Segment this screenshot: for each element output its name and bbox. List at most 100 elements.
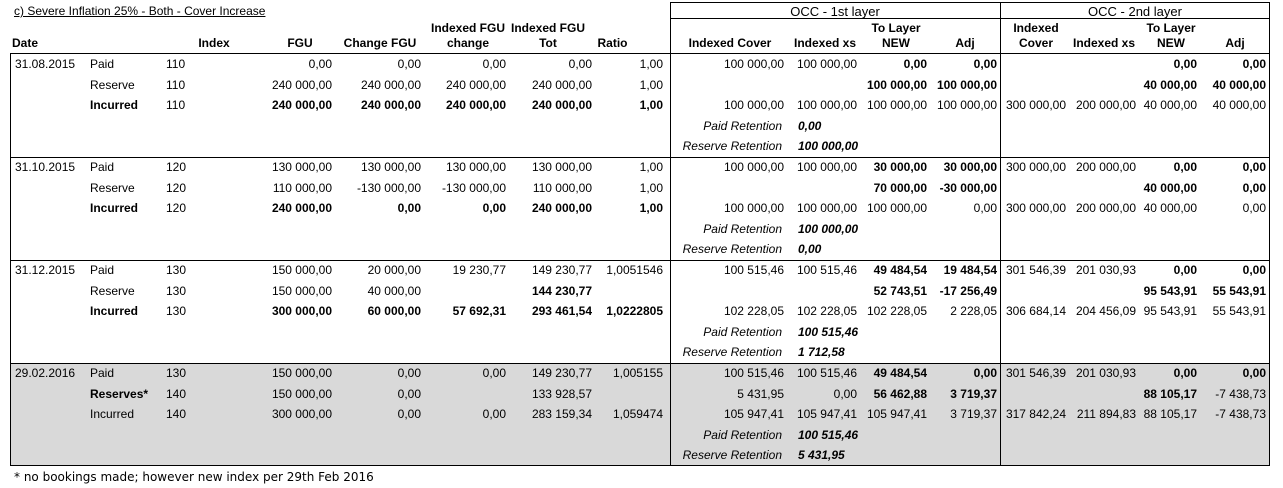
- border-line: [10, 260, 1270, 261]
- index-value: 130: [166, 263, 187, 277]
- cell-value: 149 230,77: [531, 366, 592, 380]
- cell-value: 100 000,00: [866, 201, 927, 216]
- cell-value: 105 947,41: [866, 407, 927, 422]
- cell-value: 200 000,00: [1075, 160, 1136, 174]
- cell-value: 3 719,37: [950, 386, 997, 401]
- retention-label: Reserve Retention: [682, 139, 782, 154]
- cell-value: 0,00: [1242, 263, 1266, 277]
- cell-value: 100 000,00: [796, 57, 857, 71]
- cell-value: 1,00: [639, 77, 663, 92]
- cell-value: 95 543,91: [1143, 283, 1197, 298]
- column-header: Indexed FGU change: [430, 21, 505, 50]
- cell-value: 40 000,00: [367, 283, 421, 298]
- border-line: [10, 465, 1270, 466]
- cell-value: 20 000,00: [367, 263, 421, 277]
- cell-value: 100 000,00: [866, 77, 927, 92]
- cell-value: 240 000,00: [445, 98, 506, 113]
- cell-value: 102 228,05: [866, 304, 927, 319]
- column-header: Indexed xs: [1072, 36, 1136, 50]
- cell-value: 306 684,14: [1005, 304, 1066, 319]
- cell-value: 0,00: [973, 57, 997, 71]
- date: 31.08.2015: [15, 57, 76, 71]
- cell-value: 0,00: [1173, 57, 1197, 71]
- date: 29.02.2016: [15, 366, 76, 380]
- cell-value: 300 000,00: [271, 304, 332, 319]
- column-header: Adj: [955, 36, 975, 50]
- column-header: Indexed FGU Tot: [510, 21, 585, 50]
- cell-value: 0,00: [903, 57, 927, 71]
- row-type: Reserve: [90, 283, 135, 298]
- cell-value: 293 461,54: [531, 304, 592, 319]
- column-header: Adj: [1225, 36, 1245, 50]
- column-header: Indexed xs: [793, 36, 857, 50]
- index-value: 120: [166, 160, 187, 174]
- cell-value: 100 000,00: [796, 98, 857, 113]
- cell-value: 52 743,51: [873, 283, 927, 298]
- row-type: Incurred: [90, 201, 139, 216]
- retention-value: 100 515,46: [798, 324, 859, 339]
- cell-value: 88 105,17: [1143, 407, 1197, 422]
- cell-value: 283 159,34: [531, 407, 592, 422]
- cell-value: 100 000,00: [723, 98, 784, 113]
- cell-value: 300 000,00: [1005, 201, 1066, 216]
- cell-value: 88 105,17: [1143, 386, 1197, 401]
- cell-value: 40 000,00: [1143, 201, 1197, 216]
- cell-value: 150 000,00: [271, 283, 332, 298]
- cell-value: 55 543,91: [1212, 283, 1266, 298]
- cell-value: 1,0051546: [606, 263, 663, 277]
- index-value: 110: [166, 98, 186, 113]
- cell-value: 0,00: [1173, 160, 1197, 174]
- cell-value: 144 230,77: [531, 283, 592, 298]
- index-value: 140: [166, 386, 187, 401]
- cell-value: 100 000,00: [723, 57, 784, 71]
- column-header: Date: [12, 36, 39, 50]
- date: 31.12.2015: [15, 263, 76, 277]
- row-type: Paid: [90, 160, 115, 174]
- cell-value: 211 894,83: [1076, 407, 1136, 422]
- border-line: [670, 2, 1270, 3]
- cell-value: 0,00: [973, 366, 997, 380]
- cell-value: 0,00: [568, 57, 592, 71]
- retention-value: 100 515,46: [798, 427, 859, 442]
- index-value: 120: [166, 201, 187, 216]
- cell-value: 100 515,46: [723, 366, 784, 380]
- cell-value: 317 842,24: [1005, 407, 1066, 422]
- cell-value: 201 030,93: [1075, 263, 1136, 277]
- cell-value: 301 546,39: [1005, 366, 1066, 380]
- highlight-block: [11, 364, 1270, 466]
- cell-value: 0,00: [397, 407, 421, 422]
- retention-label: Reserve Retention: [682, 345, 782, 360]
- cell-value: 30 000,00: [943, 160, 997, 174]
- footnote: * no bookings made; however new index pe…: [14, 470, 374, 484]
- cell-value: 0,00: [833, 386, 857, 401]
- index-value: 130: [166, 283, 187, 298]
- group-header: OCC - 1st layer: [790, 4, 880, 19]
- column-header: To Layer NEW: [871, 21, 921, 50]
- cell-value: 130 000,00: [271, 160, 332, 174]
- cell-value: 1,00: [639, 201, 663, 216]
- border-line: [1000, 2, 1001, 466]
- cell-value: 100 000,00: [936, 77, 997, 92]
- cell-value: 0,00: [1242, 180, 1266, 195]
- cell-value: 0,00: [482, 201, 506, 216]
- cell-value: 0,00: [482, 57, 506, 71]
- cell-value: 204 456,09: [1075, 304, 1136, 319]
- cell-value: 240 000,00: [271, 98, 332, 113]
- cell-value: 100 000,00: [723, 160, 784, 174]
- cell-value: 100 000,00: [723, 201, 784, 216]
- cell-value: 240 000,00: [271, 77, 332, 92]
- cell-value: 105 947,41: [723, 407, 784, 422]
- column-header: Indexed Cover: [1013, 21, 1059, 50]
- index-value: 140: [166, 407, 187, 422]
- retention-value: 100 000,00: [798, 221, 859, 236]
- cell-value: 1,00: [639, 98, 663, 113]
- cell-value: 0,00: [1242, 201, 1266, 216]
- cell-value: 0,00: [1242, 366, 1266, 380]
- cell-value: -17 256,49: [939, 283, 997, 298]
- cell-value: 150 000,00: [271, 366, 332, 380]
- cell-value: 19 230,77: [452, 263, 506, 277]
- cell-value: 100 000,00: [796, 160, 857, 174]
- row-type: Paid: [90, 263, 115, 277]
- retention-value: 5 431,95: [798, 448, 845, 463]
- cell-value: 110 000,00: [272, 180, 332, 195]
